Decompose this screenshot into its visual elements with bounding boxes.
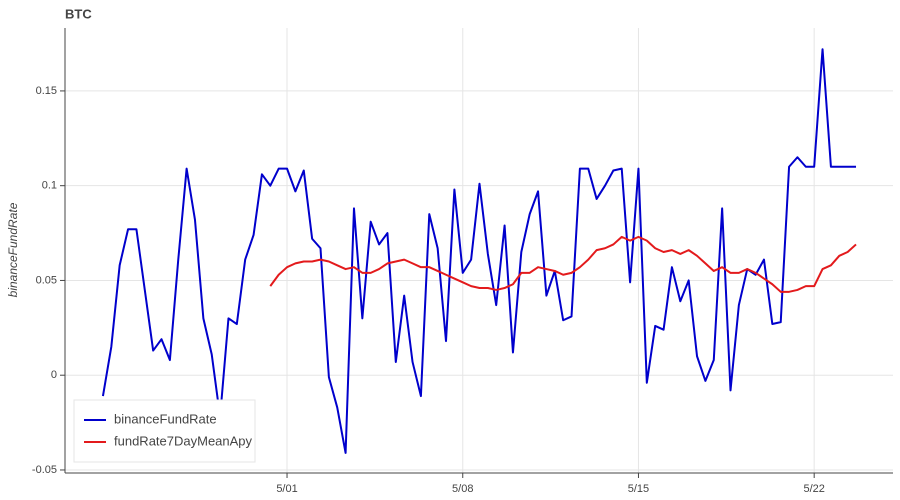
x-tick-label: 5/15 <box>628 483 649 495</box>
legend-label: fundRate7DayMeanApy <box>114 433 253 448</box>
x-tick-label: 5/08 <box>452 483 473 495</box>
x-tick-label: 5/01 <box>276 483 297 495</box>
y-tick-label: -0.05 <box>32 464 57 476</box>
series-line <box>101 48 857 454</box>
y-axis-label: binanceFundRate <box>6 202 20 297</box>
legend-label: binanceFundRate <box>114 411 217 426</box>
legend-box <box>73 399 256 463</box>
y-tick-label: 0.05 <box>36 274 57 286</box>
y-tick-label: 0.15 <box>36 85 57 97</box>
y-tick-label: 0 <box>51 369 57 381</box>
y-tick-label: 0.1 <box>42 180 57 192</box>
chart-title: BTC <box>65 6 92 21</box>
series-line <box>269 235 857 293</box>
x-tick-label: 5/22 <box>803 483 824 495</box>
